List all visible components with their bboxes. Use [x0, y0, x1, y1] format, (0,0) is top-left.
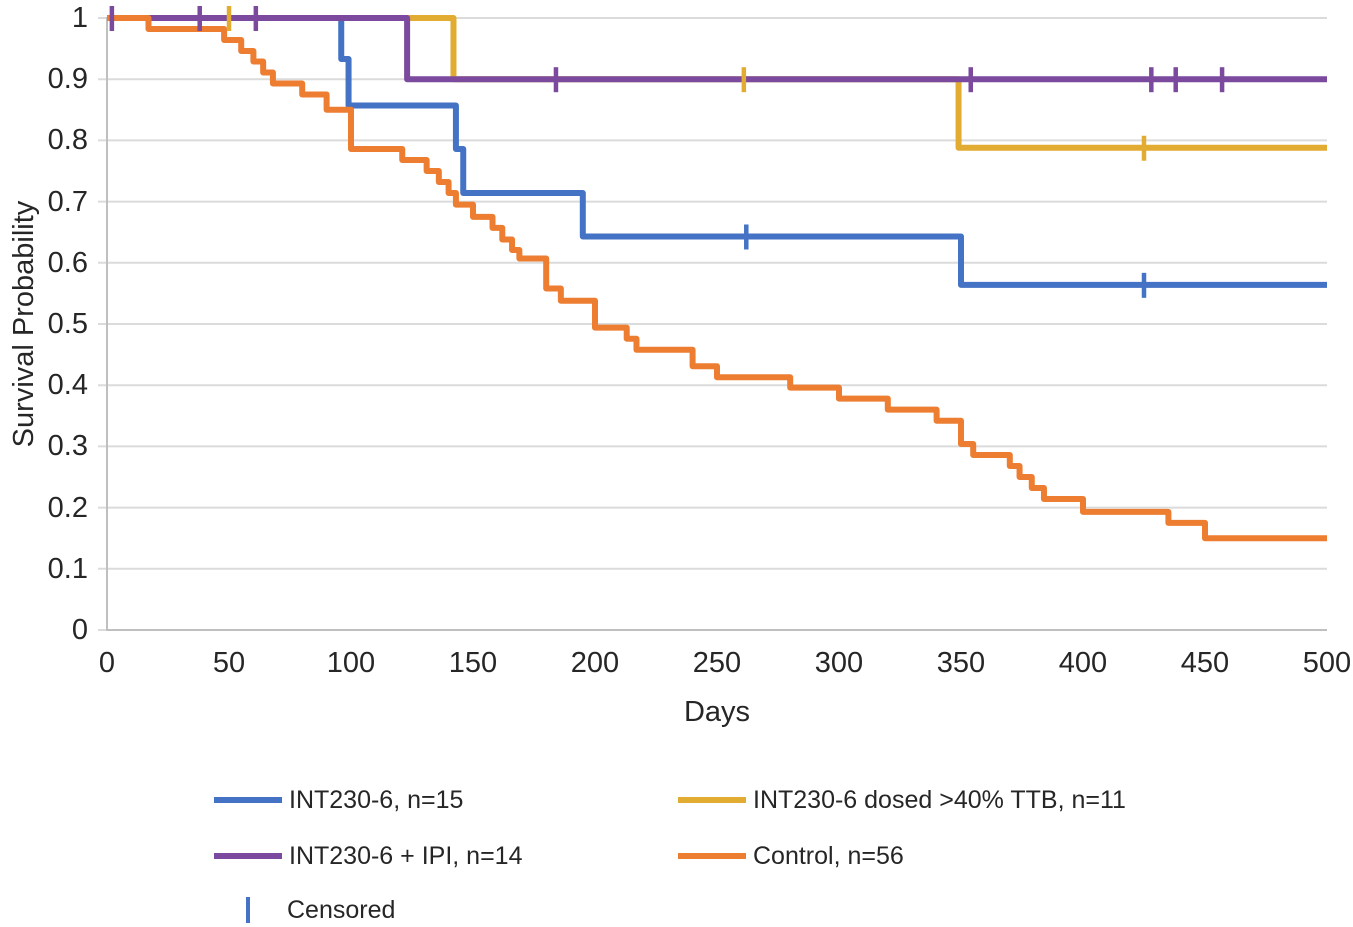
y-tick-label: 0 [71, 614, 88, 646]
x-tick-label: 250 [692, 647, 742, 679]
y-tick-label: 1 [71, 2, 88, 34]
legend-swatch-int230-6-ipi [214, 853, 282, 859]
series-line-int230-6 [107, 15, 1327, 288]
x-tick-label: 500 [1302, 647, 1352, 679]
x-tick-label: 450 [1180, 647, 1230, 679]
legend-label-int230-6: INT230-6, n=15 [289, 785, 464, 814]
y-tick-label: 0.6 [47, 246, 88, 279]
legend-item-int230-6-ipi: INT230-6 + IPI, n=14 [214, 842, 522, 870]
legend-item-control: Control, n=56 [678, 842, 904, 870]
y-tick-label: 0.5 [47, 308, 88, 340]
y-tick-label: 0.1 [47, 552, 88, 585]
x-tick-label: 400 [1058, 647, 1108, 679]
series-line-int230-6-ipi [107, 15, 1327, 83]
x-tick-label: 50 [212, 647, 246, 679]
y-axis-title: Survival Probability [8, 200, 40, 448]
x-tick-label: 100 [326, 647, 376, 679]
x-tick-label: 350 [936, 647, 986, 679]
legend-item-censored: Censored [246, 896, 395, 924]
x-tick-label: 150 [448, 647, 498, 679]
legend-label-int230-6-ttb: INT230-6 dosed >40% TTB, n=11 [753, 785, 1126, 814]
legend-label-control: Control, n=56 [753, 841, 904, 870]
legend-swatch-control [678, 853, 746, 859]
legend-swatch-int230-6-ttb [678, 797, 746, 803]
y-tick-label: 0.9 [47, 63, 88, 96]
x-tick-label: 200 [570, 647, 620, 679]
x-tick-label: 300 [814, 647, 864, 679]
censored-tick-icon [246, 897, 250, 923]
legend-item-int230-6: INT230-6, n=15 [214, 786, 463, 814]
legend-swatch-int230-6 [214, 797, 282, 803]
y-tick-label: 0.7 [47, 185, 88, 218]
y-tick-label: 0.3 [47, 430, 88, 463]
y-tick-label: 0.4 [47, 369, 88, 402]
y-tick-label: 0.2 [47, 491, 88, 524]
x-axis-title: Days [683, 696, 751, 728]
series-line-control [107, 15, 1327, 542]
y-tick-label: 0.8 [47, 124, 88, 157]
x-tick-label: 0 [98, 647, 116, 679]
legend-item-int230-6-ttb: INT230-6 dosed >40% TTB, n=11 [678, 786, 1126, 814]
legend-label-int230-6-ipi: INT230-6 + IPI, n=14 [289, 841, 523, 870]
legend-label-censored: Censored [287, 895, 396, 924]
